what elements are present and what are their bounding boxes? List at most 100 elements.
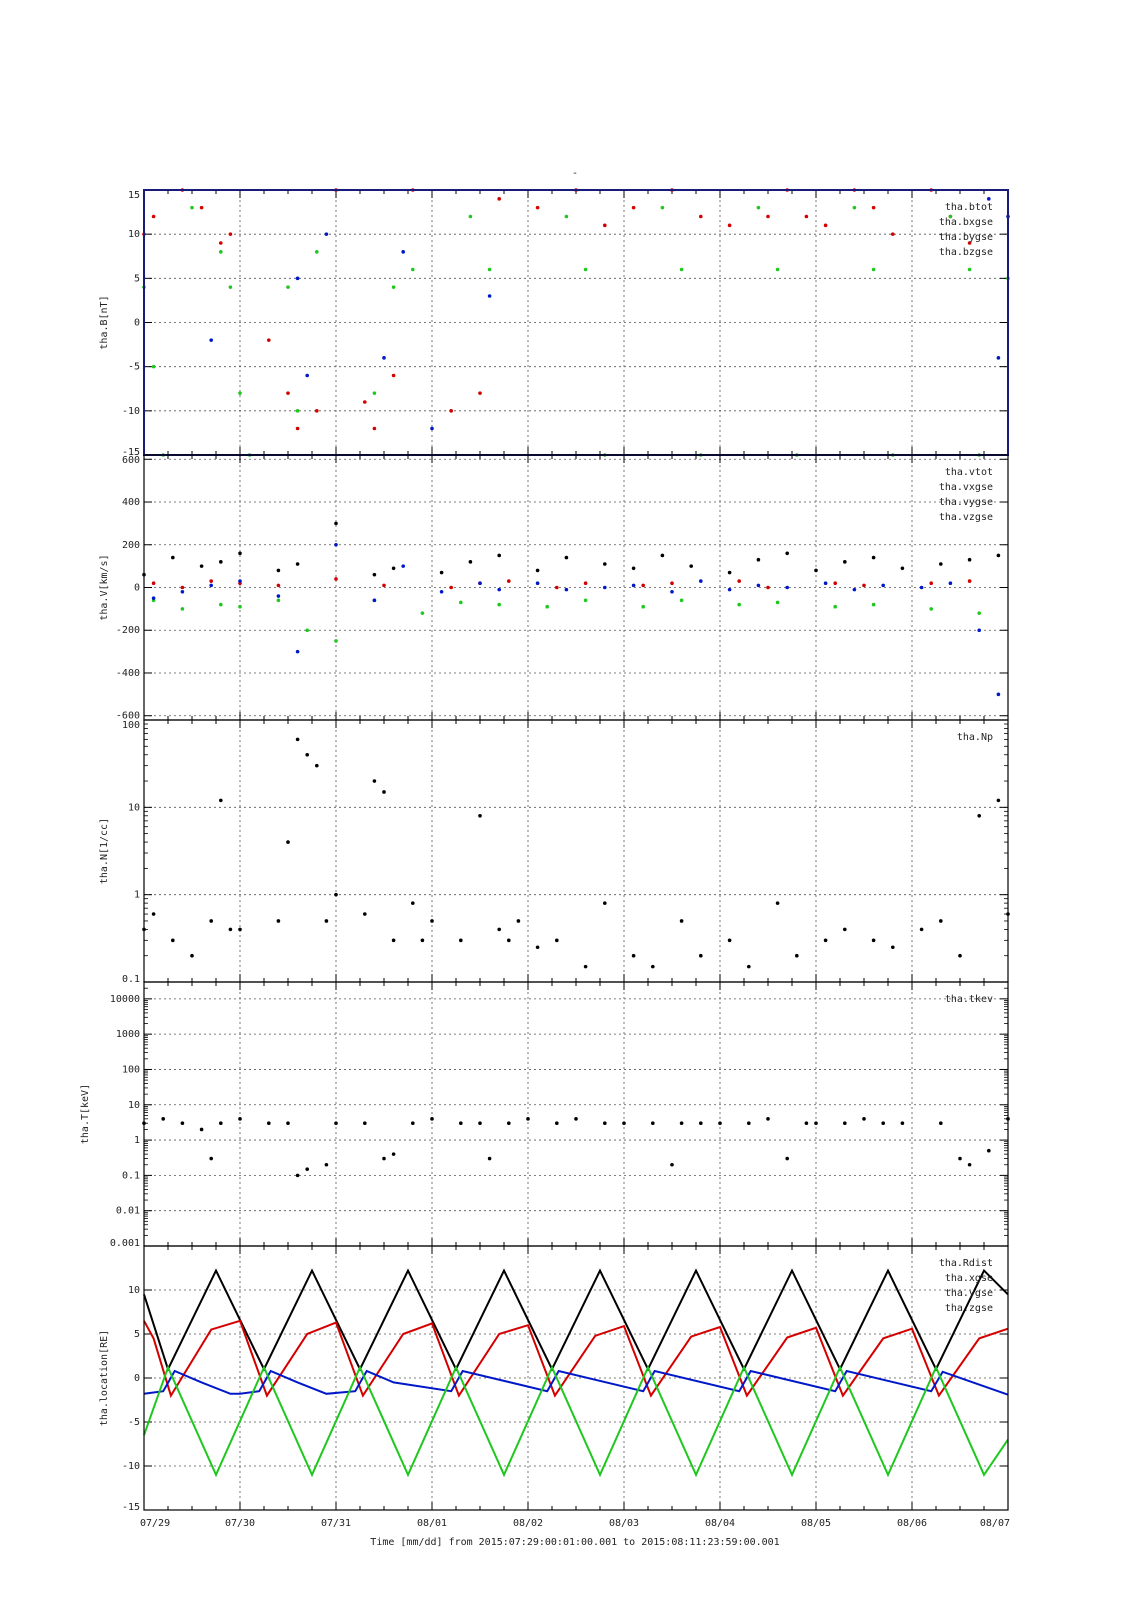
data-point bbox=[823, 938, 828, 943]
data-point bbox=[478, 581, 482, 586]
series-line-tha-xgse bbox=[143, 1319, 1009, 1399]
y-tick-label: 5 bbox=[134, 1329, 140, 1340]
data-point bbox=[199, 205, 204, 210]
data-point bbox=[583, 267, 588, 272]
y-tick-label: 100 bbox=[122, 1064, 140, 1075]
y-tick-label: -200 bbox=[116, 625, 140, 636]
data-point bbox=[295, 649, 300, 654]
data-point bbox=[507, 938, 511, 943]
legend-entry: tha.ygse bbox=[945, 1288, 993, 1299]
data-point bbox=[804, 1121, 809, 1126]
data-point bbox=[699, 214, 703, 219]
data-point bbox=[228, 232, 233, 236]
data-point bbox=[891, 232, 895, 236]
x-axis-footer: Time [mm/dd] from 2015:07:29:00:01:00.00… bbox=[370, 1537, 779, 1548]
y-tick-label: 0 bbox=[134, 583, 140, 594]
data-point bbox=[430, 919, 434, 923]
panel-frame bbox=[143, 1245, 1009, 1511]
data-point bbox=[295, 426, 300, 431]
data-point bbox=[276, 583, 281, 588]
data-point bbox=[487, 1156, 492, 1161]
data-point bbox=[660, 205, 665, 210]
data-point bbox=[420, 938, 425, 943]
data-point bbox=[833, 581, 837, 586]
data-point bbox=[209, 338, 213, 342]
data-point bbox=[295, 1173, 300, 1178]
legend-entry: tha.xgse bbox=[945, 1273, 993, 1284]
data-point bbox=[372, 779, 377, 783]
data-point bbox=[161, 1117, 165, 1121]
data-point bbox=[459, 1121, 463, 1126]
data-point bbox=[996, 692, 1001, 697]
data-point bbox=[631, 583, 636, 588]
data-point bbox=[804, 214, 809, 219]
data-point bbox=[219, 602, 223, 607]
data-point bbox=[967, 267, 972, 272]
data-point bbox=[411, 1121, 415, 1126]
data-point bbox=[977, 813, 981, 818]
data-point bbox=[295, 276, 300, 281]
data-point bbox=[670, 1162, 674, 1167]
data-point bbox=[852, 205, 857, 210]
data-point bbox=[967, 557, 972, 562]
data-point bbox=[276, 598, 281, 603]
data-point bbox=[948, 214, 953, 219]
data-point bbox=[785, 551, 789, 556]
data-point bbox=[209, 583, 213, 588]
data-point bbox=[478, 1121, 482, 1126]
data-point bbox=[180, 589, 185, 594]
y-tick-label: -10 bbox=[122, 406, 140, 417]
data-point bbox=[219, 560, 223, 564]
data-point bbox=[727, 938, 732, 943]
y-tick-label: -5 bbox=[128, 1417, 140, 1428]
legend-entry: tha.Rdist bbox=[939, 1258, 993, 1269]
data-point bbox=[555, 585, 559, 590]
data-point bbox=[363, 400, 367, 404]
y-tick-label: -600 bbox=[116, 711, 140, 722]
data-point bbox=[382, 583, 386, 588]
data-point bbox=[180, 1121, 185, 1126]
data-point bbox=[363, 912, 367, 916]
data-point bbox=[334, 521, 338, 526]
data-point bbox=[372, 572, 377, 577]
data-point bbox=[699, 579, 703, 583]
data-point bbox=[276, 594, 281, 598]
y-axis-label: tha.location[RE] bbox=[99, 1330, 110, 1426]
data-point bbox=[238, 551, 242, 556]
data-point bbox=[631, 205, 636, 210]
data-point bbox=[699, 953, 703, 958]
data-point bbox=[564, 555, 569, 560]
x-tick-label: 08/05 bbox=[801, 1518, 831, 1529]
data-point bbox=[497, 602, 502, 607]
y-tick-label: 10 bbox=[128, 802, 140, 813]
data-point bbox=[843, 1121, 847, 1126]
y-tick-label: 0.1 bbox=[122, 1170, 140, 1181]
data-point bbox=[766, 1117, 770, 1121]
y-tick-label: 0 bbox=[134, 318, 140, 329]
x-tick-label: 08/03 bbox=[609, 1518, 639, 1529]
data-point bbox=[497, 197, 502, 201]
data-point bbox=[747, 964, 751, 969]
series-line-tha-zgse bbox=[143, 1364, 1009, 1478]
data-point bbox=[756, 557, 761, 562]
data-point bbox=[401, 250, 406, 254]
data-point bbox=[977, 611, 981, 615]
data-point bbox=[382, 1156, 386, 1161]
data-point bbox=[641, 604, 645, 609]
data-point bbox=[651, 964, 655, 969]
data-point bbox=[324, 232, 329, 236]
data-point bbox=[564, 214, 569, 219]
data-point bbox=[190, 953, 194, 958]
data-point bbox=[171, 938, 175, 943]
data-point bbox=[420, 611, 425, 615]
data-point bbox=[372, 598, 377, 603]
data-point bbox=[555, 938, 559, 943]
data-point bbox=[679, 267, 684, 272]
data-point bbox=[228, 927, 233, 932]
data-point bbox=[737, 579, 741, 583]
data-point bbox=[401, 564, 406, 568]
data-point bbox=[958, 953, 962, 958]
data-point bbox=[775, 901, 780, 905]
data-point bbox=[785, 1156, 789, 1161]
panel-frame bbox=[143, 981, 1009, 1247]
